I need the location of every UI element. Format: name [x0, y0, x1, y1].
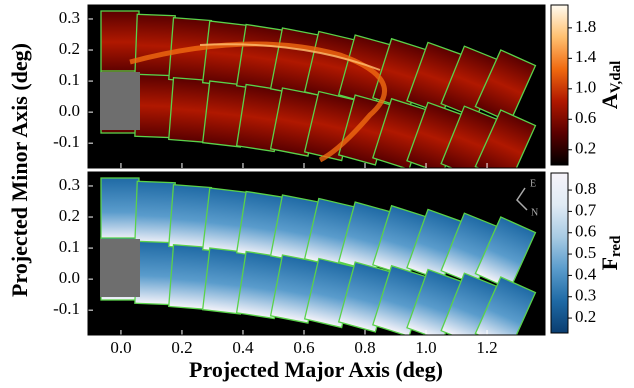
colorbar-tick-label: 0.8	[575, 179, 596, 198]
tile	[474, 109, 537, 168]
colorbar-tick-label: 0.6	[575, 108, 596, 127]
y-tick-label: 0.2	[59, 39, 80, 58]
colorbar-label-main: A	[597, 93, 622, 109]
x-tick-label: 0.8	[354, 338, 375, 357]
colorbar-tick-label: 1.4	[575, 47, 597, 66]
x-tick-label: 0.2	[171, 338, 192, 357]
colorbar-label: AV,dal	[597, 61, 624, 110]
compass	[516, 187, 528, 211]
image	[100, 177, 537, 335]
colorbar-label-main: F	[597, 257, 622, 270]
y-tick-label: -0.1	[53, 132, 80, 151]
colorbar-tick-label: 1.8	[575, 17, 596, 36]
y-tick-label: 0.0	[59, 268, 80, 287]
tile	[474, 49, 537, 124]
compass-label: N	[531, 207, 538, 218]
filament	[129, 41, 388, 163]
y-tick-label: 0.1	[59, 70, 80, 89]
masked-region	[100, 72, 140, 130]
y-tick-label: 0.3	[59, 8, 80, 27]
colorbar-tick-label: 0.2	[575, 139, 596, 158]
colorbar-label-sub: V,dal	[608, 61, 624, 94]
masked-region	[100, 239, 140, 297]
x-axis-title: Projected Major Axis (deg)	[189, 357, 443, 382]
compass-label: E	[530, 178, 536, 189]
image	[100, 10, 537, 168]
x-tick-label: 0.4	[232, 338, 254, 357]
colorbar-tick-label: 0.6	[575, 222, 596, 241]
colorbar-label: Fred	[597, 235, 624, 270]
panel-frame	[87, 171, 546, 336]
y-tick-label: 0.3	[59, 175, 80, 194]
colorbar-tick-label: 0.2	[575, 307, 596, 326]
filament	[199, 43, 381, 71]
x-tick-label: 1.2	[476, 338, 497, 357]
colorbar-tick-label: 0.7	[575, 200, 597, 219]
y-tick-label: 0.2	[59, 206, 80, 225]
tile	[474, 216, 537, 291]
colorbar-tick-label: 1.0	[575, 78, 596, 97]
y-tick-label: 0.0	[59, 101, 80, 120]
colorbar-tick-label: 0.3	[575, 286, 596, 305]
panel-frame	[87, 4, 546, 169]
y-tick-label: -0.1	[53, 299, 80, 318]
colorbar	[550, 172, 569, 334]
x-tick-label: 0.6	[293, 338, 314, 357]
colorbar-tick-label: 0.5	[575, 243, 596, 262]
y-axis-title: Projected Minor Axis (deg)	[7, 43, 32, 297]
colorbar	[550, 4, 569, 166]
tile	[474, 276, 537, 335]
colorbar-tick-label: 0.4	[575, 264, 597, 283]
x-tick-label: 0.0	[110, 338, 131, 357]
colorbar-label-sub: red	[608, 235, 624, 257]
y-tick-label: 0.1	[59, 237, 80, 256]
x-tick-label: 1.0	[415, 338, 436, 357]
tile	[100, 177, 140, 241]
